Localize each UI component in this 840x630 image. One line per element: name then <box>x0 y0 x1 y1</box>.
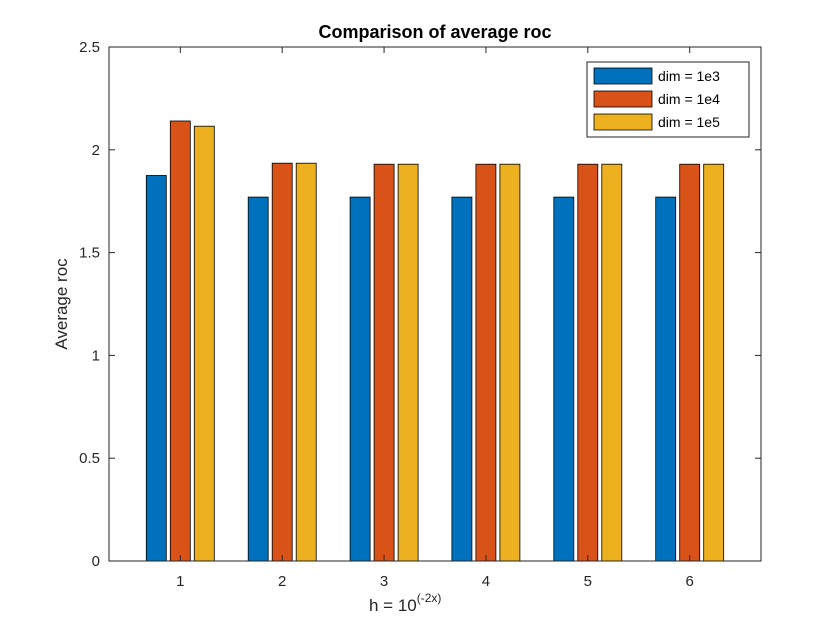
legend-swatch-1 <box>593 67 653 85</box>
axes-group <box>108 46 762 562</box>
legend-items: dim = 1e3 dim = 1e4 dim = 1e5 <box>593 67 720 131</box>
bar-series-2-cat-5 <box>577 163 599 562</box>
x-tick-label-1: 1 <box>176 573 184 590</box>
bar-series-1-cat-3 <box>349 196 371 562</box>
bar-series-1-cat-1 <box>145 175 167 562</box>
y-axis-label: Average roc <box>52 258 71 350</box>
y-tick-label-4: 2 <box>92 142 100 159</box>
bar-series-2-cat-2 <box>271 162 293 562</box>
bar-series-3-cat-2 <box>295 162 317 562</box>
bar-series-2-cat-3 <box>373 163 395 562</box>
x-axis-label-superscript: (-2x) <box>417 591 442 605</box>
legend-label-3: dim = 1e5 <box>658 114 720 130</box>
bar-series-3-cat-6 <box>703 163 725 562</box>
y-tick-label-3: 1.5 <box>79 245 100 262</box>
bar-series-3-cat-1 <box>193 125 215 562</box>
x-tick-label-2: 2 <box>278 573 286 590</box>
bar-series-1-cat-5 <box>553 196 575 562</box>
legend: dim = 1e3 dim = 1e4 dim = 1e5 <box>586 61 750 138</box>
bar-series-3-cat-4 <box>499 163 521 562</box>
bar-series-1-cat-6 <box>655 196 677 562</box>
bar-series-2-cat-1 <box>169 120 191 562</box>
tick-labels-group: 0 0.5 1 1.5 2 2.5 1 2 3 4 5 6 <box>79 39 694 590</box>
x-tick-label-5: 5 <box>584 573 592 590</box>
bar-series-3-cat-3 <box>397 163 419 562</box>
chart-title: Comparison of average roc <box>318 22 551 42</box>
bar-series-2-cat-6 <box>679 163 701 562</box>
bar-series-1-cat-4 <box>451 196 473 562</box>
x-tick-label-6: 6 <box>686 573 694 590</box>
x-axis-label: h = 10(-2x) <box>369 591 441 615</box>
legend-swatch-2 <box>593 90 653 108</box>
bars-group <box>145 120 725 562</box>
y-tick-label-2: 1 <box>92 347 100 364</box>
legend-label-2: dim = 1e4 <box>658 91 720 107</box>
bar-series-3-cat-5 <box>601 163 623 562</box>
legend-swatch-3 <box>593 113 653 131</box>
axes-box <box>108 46 762 562</box>
y-tick-label-5: 2.5 <box>79 39 100 56</box>
x-tick-label-4: 4 <box>482 573 490 590</box>
legend-label-1: dim = 1e3 <box>658 68 720 84</box>
bar-series-2-cat-4 <box>475 163 497 562</box>
y-tick-label-1: 0.5 <box>79 450 100 467</box>
x-axis-label-base: h = 10 <box>369 596 417 615</box>
y-tick-label-0: 0 <box>92 553 100 570</box>
x-tick-label-3: 3 <box>380 573 388 590</box>
bar-series-1-cat-2 <box>247 196 269 562</box>
